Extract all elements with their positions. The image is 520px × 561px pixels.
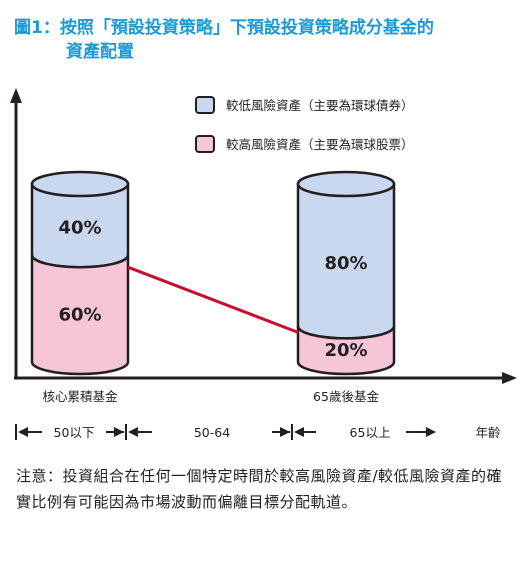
footnote: 注意：投資組合在任何一個特定時間於較高風險資產/較低風險資產的確實比例有可能因為… [16,467,503,511]
legend-label-0: 較低風險資產（主要為環球債券） [226,98,414,113]
age-axis-label: 年齡 [475,425,501,440]
x-axis-arrow-icon [502,372,517,384]
stacked-bar-0: 40% 60% 核心累積基金 [30,170,130,404]
arrow-right-icon [114,427,124,437]
chart-title: 圖1：按照「預設投資策略」下預設投資策略成分基金的 資產配置 [14,16,510,64]
bar-top-cap-1 [296,170,396,198]
data-label-high-risk-0: 60% [58,305,101,326]
chart-title-line1: 圖1：按照「預設投資策略」下預設投資策略成分基金的 [14,18,434,38]
data-label-low-risk-0: 40% [58,218,101,239]
stacked-bar-1: 80% 20% 65歲後基金 [296,170,396,404]
legend-label-1: 較高風險資產（主要為環球股票） [226,137,414,152]
legend-item-1: 較高風險資產（主要為環球股票） [195,135,414,153]
legend-swatch-1 [195,135,215,153]
age-range-label-1: 50-64 [194,425,230,440]
age-range-label-0: 50以下 [54,425,95,440]
bar-segment-high-risk-0 [30,254,130,376]
chart-title-line2: 資產配置 [66,42,134,62]
arrow-right-icon [426,427,436,437]
glide-path-line [127,265,299,334]
legend-swatch-0 [195,96,215,114]
arrow-right-icon [280,427,290,437]
arrow-left-icon [18,427,28,437]
arrow-left-icon [128,427,138,437]
age-range-label-2: 65以上 [350,425,391,440]
category-label-0: 核心累積基金 [42,389,118,404]
y-axis-arrow-icon [10,88,22,103]
bar-segment-high-risk-1 [296,326,396,376]
data-label-high-risk-1: 20% [324,340,367,361]
legend-item-0: 較低風險資產（主要為環球債券） [195,96,414,114]
bar-top-cap-0 [30,170,130,198]
arrow-left-icon [294,427,304,437]
data-label-low-risk-1: 80% [324,253,367,274]
category-label-1: 65歲後基金 [313,389,379,404]
